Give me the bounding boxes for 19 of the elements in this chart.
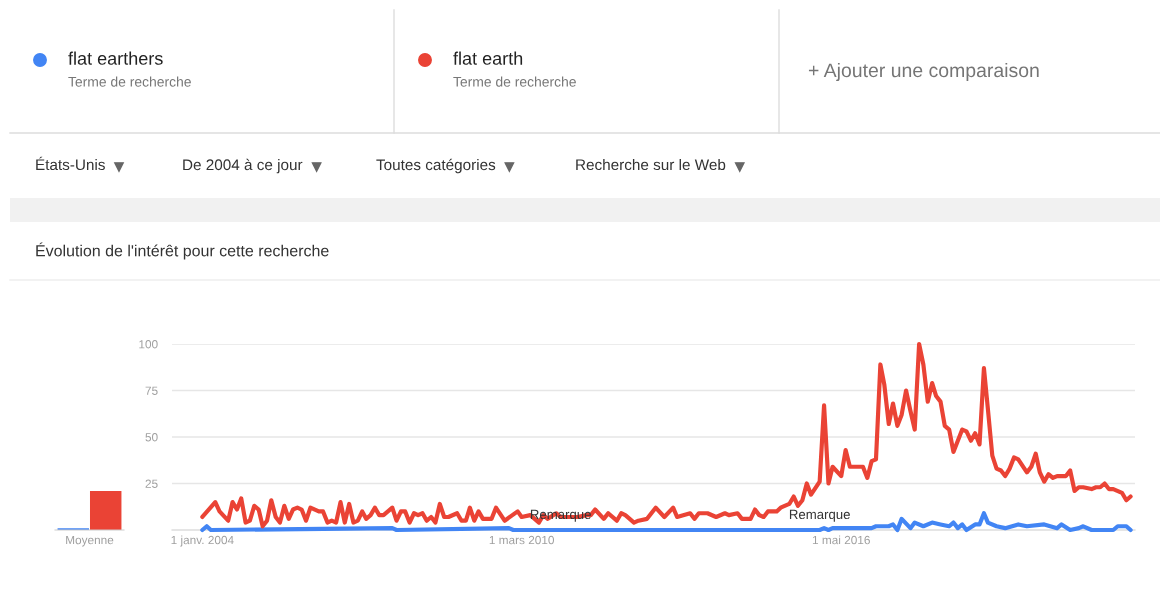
text: Terme de recherche <box>68 76 191 87</box>
legend-label: flat earthers <box>68 51 163 65</box>
x-tick-label: 1 mai 2016 <box>812 535 870 545</box>
y-tick-label: 75 <box>145 386 158 395</box>
x-tick-label: Moyenne <box>66 535 114 547</box>
text: États-Unis <box>36 156 105 171</box>
text: Terme de recherche <box>453 76 576 87</box>
x-tick-label: 1 mars 2010 <box>489 535 555 545</box>
text: Toutes catégories <box>376 158 496 174</box>
annotation: Remarque <box>789 509 850 522</box>
chart-title: Évolution de l'intérêt pour cette recherche <box>36 242 329 260</box>
x-tick-label: 1 janv. 2004 <box>171 535 234 547</box>
legend-label: flat earth <box>453 51 523 65</box>
y-tick-label: 50 <box>145 433 158 442</box>
y-tick-label: 100 <box>139 340 158 349</box>
text: + Ajouter une comparaison <box>808 62 1039 82</box>
y-tick-label: 25 <box>145 479 158 488</box>
text: Recherche sur le Web <box>576 158 726 171</box>
text: De 2004 à ce jour <box>183 158 303 174</box>
